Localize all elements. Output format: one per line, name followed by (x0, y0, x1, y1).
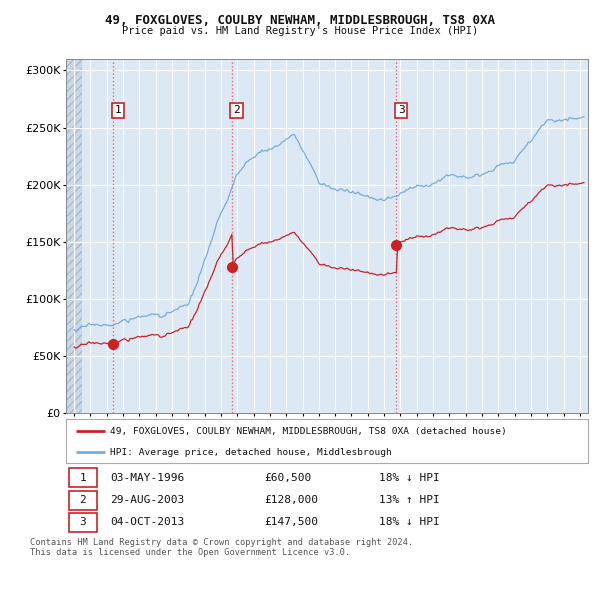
Text: 49, FOXGLOVES, COULBY NEWHAM, MIDDLESBROUGH, TS8 0XA (detached house): 49, FOXGLOVES, COULBY NEWHAM, MIDDLESBRO… (110, 427, 507, 436)
Text: 18% ↓ HPI: 18% ↓ HPI (379, 517, 440, 527)
Bar (66, 59, 82, 413)
Text: 1: 1 (80, 473, 86, 483)
FancyBboxPatch shape (68, 513, 97, 532)
Text: 3: 3 (80, 517, 86, 527)
Text: Contains HM Land Registry data © Crown copyright and database right 2024.
This d: Contains HM Land Registry data © Crown c… (30, 538, 413, 558)
FancyBboxPatch shape (66, 419, 588, 463)
Text: 49, FOXGLOVES, COULBY NEWHAM, MIDDLESBROUGH, TS8 0XA: 49, FOXGLOVES, COULBY NEWHAM, MIDDLESBRO… (105, 14, 495, 27)
Text: HPI: Average price, detached house, Middlesbrough: HPI: Average price, detached house, Midd… (110, 448, 392, 457)
Text: 03-MAY-1996: 03-MAY-1996 (110, 473, 185, 483)
Text: Price paid vs. HM Land Registry's House Price Index (HPI): Price paid vs. HM Land Registry's House … (122, 26, 478, 36)
Text: £147,500: £147,500 (265, 517, 319, 527)
FancyBboxPatch shape (68, 490, 97, 510)
Text: 2: 2 (80, 495, 86, 505)
Text: 13% ↑ HPI: 13% ↑ HPI (379, 495, 440, 505)
Text: 2: 2 (233, 106, 240, 115)
Text: £128,000: £128,000 (265, 495, 319, 505)
Text: 18% ↓ HPI: 18% ↓ HPI (379, 473, 440, 483)
Text: 3: 3 (398, 106, 404, 115)
Text: £60,500: £60,500 (265, 473, 311, 483)
Text: 29-AUG-2003: 29-AUG-2003 (110, 495, 185, 505)
FancyBboxPatch shape (68, 468, 97, 487)
Text: 04-OCT-2013: 04-OCT-2013 (110, 517, 185, 527)
Text: 1: 1 (115, 106, 121, 115)
